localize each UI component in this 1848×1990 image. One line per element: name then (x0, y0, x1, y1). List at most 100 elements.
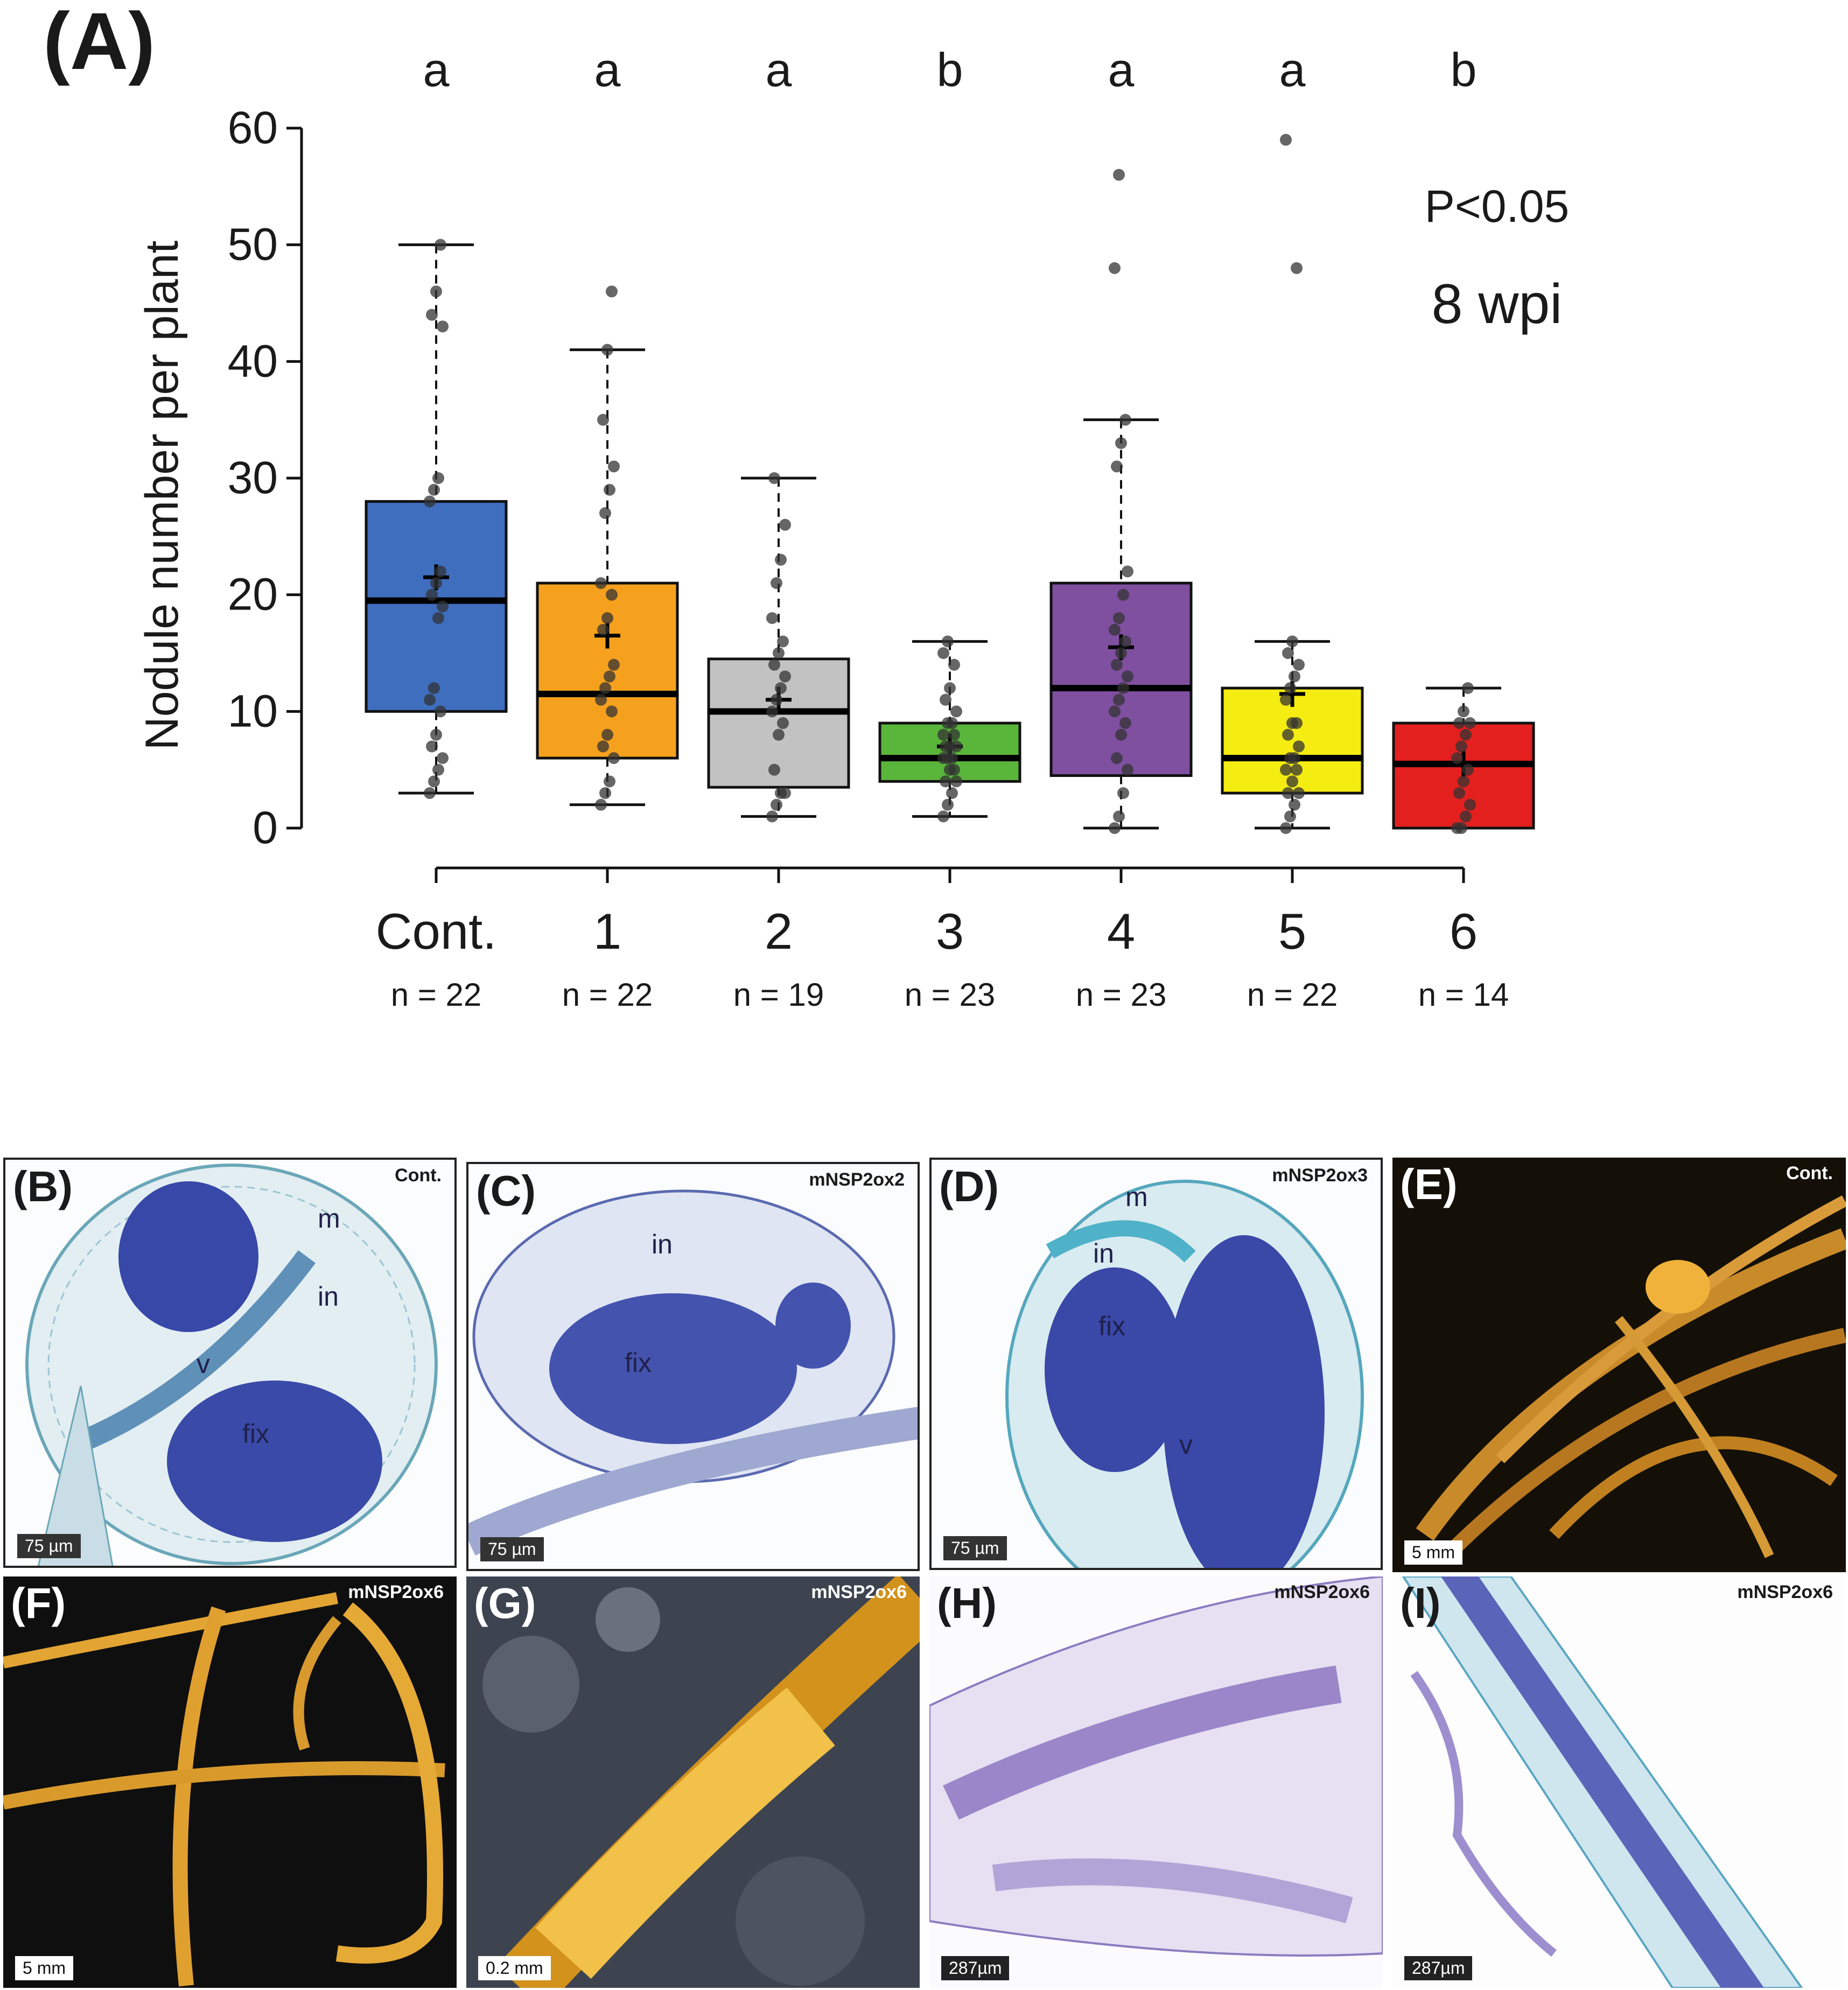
data-point (1280, 763, 1292, 776)
data-point (597, 414, 609, 426)
data-point (428, 484, 440, 496)
data-point (608, 752, 620, 764)
panel-h-scale-bar: 287µm (941, 1956, 1010, 1980)
data-point (950, 775, 962, 788)
panel-e: (E) Cont. 5 mm (1392, 1158, 1846, 1572)
data-point (1111, 460, 1123, 473)
panel-f-photo (3, 1592, 445, 1987)
data-point (1117, 682, 1129, 694)
data-point (606, 285, 618, 298)
data-point (766, 705, 778, 718)
data-point (437, 600, 449, 613)
y-tick-label: 30 (228, 452, 278, 503)
data-point (1291, 262, 1303, 274)
data-point (775, 682, 787, 694)
data-point (771, 577, 782, 589)
panel-d: (D) mNSP2ox3 m in fix v 75 µm (929, 1158, 1383, 1570)
data-point (946, 717, 958, 729)
data-point (1291, 763, 1303, 776)
data-point (432, 763, 444, 776)
data-point (1113, 810, 1125, 823)
panel-a-label: (A) (43, 0, 155, 86)
y-tick-label: 40 (228, 335, 278, 386)
data-point (1460, 728, 1472, 741)
data-point (777, 635, 789, 648)
data-point (601, 612, 613, 624)
tissue-label-v: v (1179, 1430, 1193, 1460)
data-point (946, 752, 958, 764)
data-point (1462, 682, 1474, 694)
data-point (1289, 670, 1300, 683)
data-point (1455, 822, 1467, 834)
data-point (779, 787, 791, 799)
data-point (766, 810, 778, 823)
data-point (1117, 588, 1129, 601)
data-point (1284, 810, 1296, 823)
tissue-label-m: m (318, 1203, 340, 1234)
panel-h: (H) mNSP2ox6 287µm (929, 1576, 1383, 1988)
panel-d-label: (D) (939, 1162, 999, 1210)
data-point (1119, 717, 1131, 729)
data-point (768, 472, 780, 484)
data-point (944, 682, 956, 694)
tissue-label-v: v (197, 1349, 210, 1379)
data-point (1458, 705, 1469, 718)
data-point (1282, 787, 1294, 799)
panel-f-caption: mNSP2ox6 (348, 1582, 444, 1602)
data-point (426, 588, 438, 601)
data-point (1293, 787, 1305, 799)
data-point (424, 787, 436, 799)
y-axis: 0 10 20 30 40 50 60 (228, 102, 303, 853)
sample-size-label: n = 22 (562, 977, 653, 1013)
panel-h-label: (H) (937, 1579, 997, 1627)
panel-d-caption: mNSP2ox3 (1272, 1165, 1368, 1186)
y-tick-label: 20 (228, 569, 278, 620)
data-point (432, 612, 444, 624)
data-point (771, 693, 782, 706)
x-tick-label: 1 (593, 903, 621, 959)
sample-size-label: n = 22 (391, 977, 482, 1013)
data-point (1282, 728, 1294, 741)
data-point (435, 705, 446, 718)
panel-b-micrograph (5, 1160, 454, 1566)
tissue-label-fix: fix (625, 1348, 652, 1378)
data-point (948, 728, 960, 741)
data-point (604, 775, 615, 788)
panel-c-micrograph (468, 1164, 918, 1569)
data-point (1122, 763, 1133, 776)
data-point (428, 682, 440, 694)
data-point (771, 798, 782, 811)
data-point (766, 612, 778, 624)
data-point (599, 682, 611, 694)
x-tick-label: 6 (1450, 903, 1478, 959)
panel-f-label: (F) (11, 1579, 66, 1627)
data-point (1464, 717, 1476, 729)
data-point (608, 658, 620, 671)
data-point (601, 728, 613, 741)
significance-letter: a (423, 43, 450, 96)
panel-g-scale-bar: 0.2 mm (478, 1956, 551, 1980)
sample-size-label: n = 23 (1076, 977, 1167, 1013)
data-point (435, 565, 446, 578)
sample-size-label: n = 19 (733, 977, 824, 1013)
tissue-label-m: m (1125, 1182, 1148, 1212)
data-point (777, 717, 789, 729)
panel-b-scale-bar: 75 µm (17, 1534, 81, 1558)
data-point (942, 635, 954, 648)
panel-i-scale-bar: 287µm (1404, 1956, 1473, 1980)
data-point (1280, 693, 1292, 706)
y-tick-label: 60 (228, 102, 278, 153)
x-tick-label: Cont. (376, 903, 497, 959)
data-point (430, 728, 442, 741)
p-value-label: P<0.05 (1425, 181, 1570, 232)
tissue-label-in: in (1093, 1238, 1114, 1269)
panel-e-caption: Cont. (1786, 1163, 1833, 1183)
x-tick-label: 4 (1107, 903, 1135, 959)
data-point (1115, 437, 1127, 449)
data-point (1109, 822, 1121, 834)
data-point (601, 344, 613, 356)
sample-size-label: n = 23 (905, 977, 996, 1013)
panel-g: (G) mNSP2ox6 0.2 mm (466, 1576, 920, 1988)
x-tick-label: 3 (936, 903, 964, 959)
